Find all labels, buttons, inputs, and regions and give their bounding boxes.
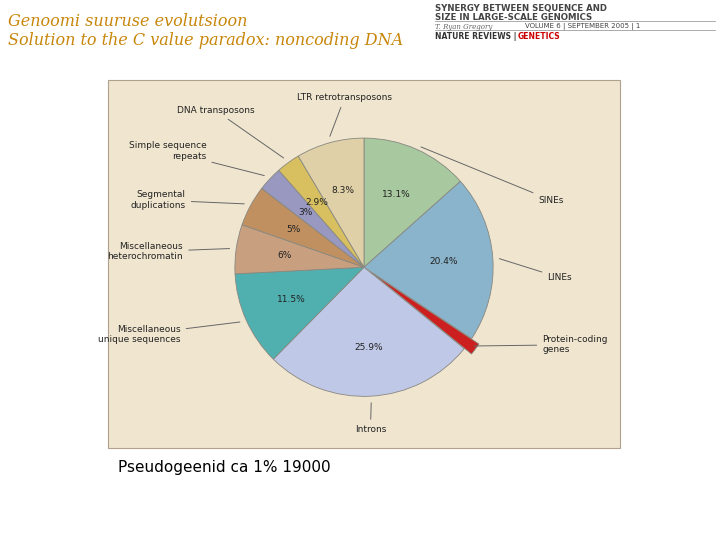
Text: Pseudogeenid ca 1% 19000: Pseudogeenid ca 1% 19000 [118,460,330,475]
Text: Segmental
duplications: Segmental duplications [131,191,244,210]
Text: Protein-coding
genes: Protein-coding genes [474,335,608,354]
Wedge shape [298,138,364,267]
Text: 11.5%: 11.5% [276,295,305,305]
Text: LINEs: LINEs [499,259,572,282]
Text: SINEs: SINEs [421,147,564,205]
Text: Introns: Introns [355,403,386,434]
Wedge shape [364,138,460,267]
Text: SYNERGY BETWEEN SEQUENCE AND: SYNERGY BETWEEN SEQUENCE AND [435,4,607,13]
Wedge shape [274,267,464,396]
Text: 3%: 3% [298,208,312,217]
Text: 25.9%: 25.9% [354,343,383,352]
Text: SIZE IN LARGE-SCALE GENOMICS: SIZE IN LARGE-SCALE GENOMICS [435,13,593,22]
Text: Miscellaneous
unique sequences: Miscellaneous unique sequences [98,322,240,344]
Text: Miscellaneous
heterochromatin: Miscellaneous heterochromatin [107,242,230,261]
Text: 13.1%: 13.1% [382,190,411,199]
Wedge shape [235,225,364,274]
Text: NATURE REVIEWS |: NATURE REVIEWS | [435,32,516,41]
Text: Simple sequence
repeats: Simple sequence repeats [129,141,264,176]
Text: LTR retrotransposons: LTR retrotransposons [297,93,392,137]
Text: DNA transposons: DNA transposons [176,106,284,158]
Text: 6%: 6% [277,252,292,260]
Wedge shape [279,156,364,267]
Text: Solution to the C value paradox: noncoding DNA: Solution to the C value paradox: noncodi… [8,32,403,49]
Wedge shape [242,188,364,267]
Text: GENETICS: GENETICS [518,32,561,41]
Wedge shape [235,267,364,359]
Text: VOLUME 6 | SEPTEMBER 2005 | 1: VOLUME 6 | SEPTEMBER 2005 | 1 [525,23,640,30]
Wedge shape [262,170,364,267]
Text: Genoomi suuruse evolutsioon: Genoomi suuruse evolutsioon [8,13,248,30]
Wedge shape [372,273,479,354]
FancyBboxPatch shape [108,80,620,448]
Wedge shape [364,181,493,339]
Text: T. Ryan Gregory: T. Ryan Gregory [435,23,492,31]
Text: 2.9%: 2.9% [305,198,328,207]
Text: 5%: 5% [287,225,301,234]
Text: 20.4%: 20.4% [430,257,458,266]
Text: 8.3%: 8.3% [331,186,354,194]
